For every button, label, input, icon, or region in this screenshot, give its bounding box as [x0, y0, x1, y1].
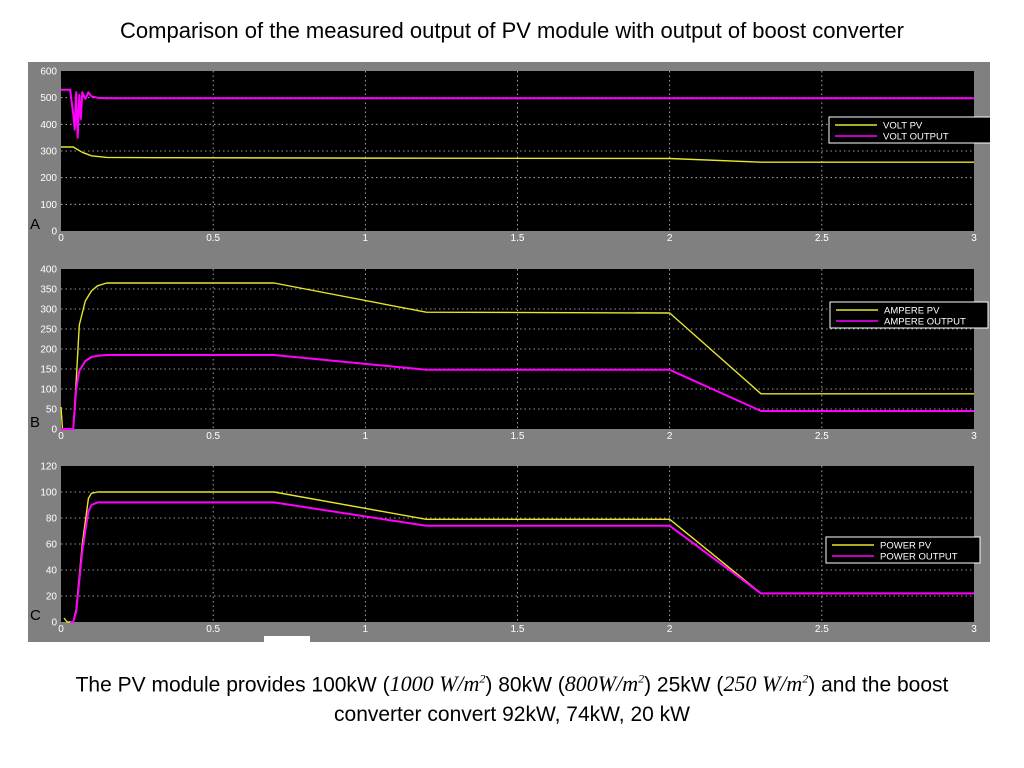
x-tick-label: 3 — [971, 431, 977, 442]
legend-box — [828, 116, 990, 144]
x-tick-label: 1 — [363, 624, 369, 635]
x-tick-label: 2 — [667, 233, 673, 244]
y-tick-label: 300 — [40, 305, 57, 316]
x-tick-label: 0 — [58, 431, 64, 442]
slide-title: Comparison of the measured output of PV … — [120, 18, 904, 43]
caption-text-c: ) 25kW ( — [644, 673, 724, 697]
legend-box — [825, 536, 981, 564]
y-tick-label: 400 — [40, 120, 57, 131]
simulation-figure: 0 0.5 1 1.5 2 2.5 3 0 100 200 300 400 500 600 A VOLT PV… — [28, 62, 990, 642]
legend-box — [829, 301, 989, 329]
figure-artifact — [264, 636, 310, 646]
x-tick-label: 2 — [667, 624, 673, 635]
x-tick-label: 0 — [58, 624, 64, 635]
y-tick-label: 200 — [40, 345, 57, 356]
y-tick-label: 120 — [40, 462, 57, 473]
y-tick-label: 40 — [46, 566, 58, 577]
caption-text-b: ) 80kW ( — [485, 673, 565, 697]
series-line-power-output — [70, 501, 974, 623]
y-tick-label: 100 — [40, 385, 57, 396]
series-line-volt-pv — [61, 146, 974, 163]
x-tick-label: 3 — [971, 624, 977, 635]
panel-label: C — [30, 607, 41, 624]
x-tick-label: 1.5 — [511, 431, 525, 442]
y-tick-label: 60 — [46, 540, 58, 551]
y-tick-label: 300 — [40, 147, 57, 158]
x-tick-label: 0.5 — [206, 624, 220, 635]
x-tick-label: 0 — [58, 233, 64, 244]
x-tick-label: 1 — [363, 233, 369, 244]
panel-label: B — [30, 414, 40, 431]
y-tick-label: 100 — [40, 200, 57, 211]
caption-text-a: The PV module provides 100kW ( — [75, 673, 390, 697]
legend-entry: VOLT PV — [883, 121, 923, 132]
series-line-volt-output — [61, 88, 974, 139]
x-tick-label: 1.5 — [511, 624, 525, 635]
x-tick-label: 0.5 — [206, 431, 220, 442]
y-tick-label: 150 — [40, 365, 57, 376]
x-tick-label: 1 — [363, 431, 369, 442]
x-tick-label: 2 — [667, 431, 673, 442]
x-tick-label: 1.5 — [511, 233, 525, 244]
legend-entry: VOLT OUTPUT — [883, 132, 949, 143]
y-tick-label: 50 — [46, 405, 58, 416]
y-tick-label: 200 — [40, 173, 57, 184]
x-tick-label: 3 — [971, 233, 977, 244]
legend-entry: AMPERE PV — [884, 306, 940, 317]
legend-entry: POWER OUTPUT — [880, 552, 958, 563]
y-tick-label: 20 — [46, 592, 58, 603]
y-tick-label: 600 — [40, 67, 57, 78]
panel-b: 0 0.5 1 1.5 2 2.5 3 0 50 100 150 200 250 300 350 400 B AM… — [30, 265, 989, 442]
panel-label: A — [30, 216, 40, 233]
y-tick-label: 250 — [40, 325, 57, 336]
y-tick-label: 350 — [40, 285, 57, 296]
panel-a: 0 0.5 1 1.5 2 2.5 3 0 100 200 300 400 500 600 A VOLT PV… — [30, 67, 990, 244]
caption-line-1: The PV module provides 100kW (1000 W/m2)… — [0, 664, 1024, 700]
y-tick-label: 0 — [51, 227, 57, 238]
y-tick-label: 100 — [40, 488, 57, 499]
slide-caption: The PV module provides 100kW (1000 W/m2)… — [0, 664, 1024, 730]
y-tick-label: 0 — [51, 425, 57, 436]
x-tick-label: 0.5 — [206, 233, 220, 244]
x-tick-label: 2.5 — [815, 233, 829, 244]
y-tick-label: 400 — [40, 265, 57, 276]
caption-line-2: converter convert 92kW, 74kW, 20 kW — [334, 703, 690, 727]
x-tick-label: 2.5 — [815, 431, 829, 442]
x-tick-label: 2.5 — [815, 624, 829, 635]
caption-irr-800: 800W/m2 — [564, 671, 645, 697]
panel-c: 0 0.5 1 1.5 2 2.5 3 0 20 40 60 80 100 120 C POWER PVPOW… — [30, 462, 981, 635]
legend-entry: POWER PV — [880, 541, 932, 552]
y-tick-label: 500 — [40, 93, 57, 104]
caption-irr-250: 250 W/m2 — [723, 671, 809, 697]
y-tick-label: 80 — [46, 514, 58, 525]
caption-text-d: ) and the boost — [808, 673, 949, 697]
legend-entry: AMPERE OUTPUT — [884, 317, 966, 328]
y-tick-label: 0 — [51, 618, 57, 629]
series-line-ampere-output — [61, 354, 974, 430]
caption-irr-1000: 1000 W/m2 — [389, 671, 486, 697]
